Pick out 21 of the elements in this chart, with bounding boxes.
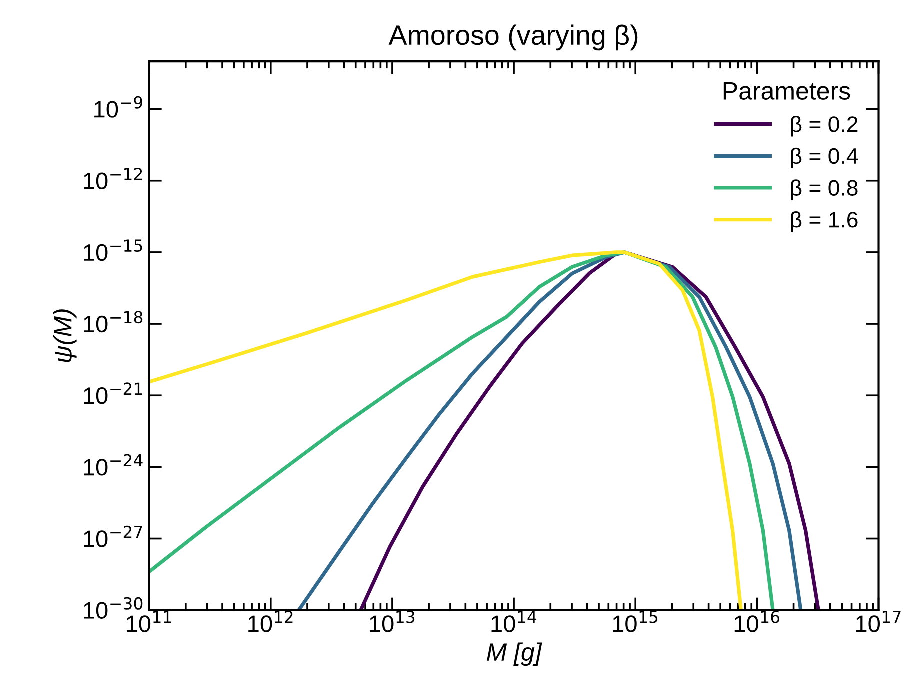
x-axis-title: M [g]	[487, 642, 542, 666]
legend-label: β = 0.4	[791, 148, 858, 169]
y-axis-title: ψ(M)	[54, 310, 77, 362]
legend-title: Parameters	[724, 82, 850, 100]
y-tick-label: 10$^{−12}$	[84, 168, 142, 190]
y-tick-label: 10$^{−27}$	[84, 526, 142, 548]
x-tick-label: 10$^{13}$	[370, 610, 415, 632]
y-tick-label: 10$^{−21}$	[84, 382, 142, 404]
legend-label: β = 0.2	[791, 116, 858, 137]
y-tick-label: 10$^{−15}$	[84, 240, 142, 262]
x-tick-label: 10$^{12}$	[248, 610, 293, 632]
x-tick-label: 10$^{17}$	[856, 611, 901, 632]
y-tick-label: 10$^{−24}$	[84, 454, 143, 476]
legend-label: β = 0.8	[791, 180, 858, 200]
chart-title: Amoroso (varying β)	[388, 24, 638, 51]
y-tick-label: 10$^{−9}$	[94, 96, 142, 118]
legend-label: β = 1.6	[791, 211, 858, 232]
x-tick-label: 10$^{15}$	[613, 611, 658, 632]
x-tick-label: 10$^{14}$	[492, 611, 537, 632]
x-tick-label: 10$^{16}$	[734, 610, 780, 632]
y-tick-label: 10$^{−18}$	[84, 311, 143, 333]
